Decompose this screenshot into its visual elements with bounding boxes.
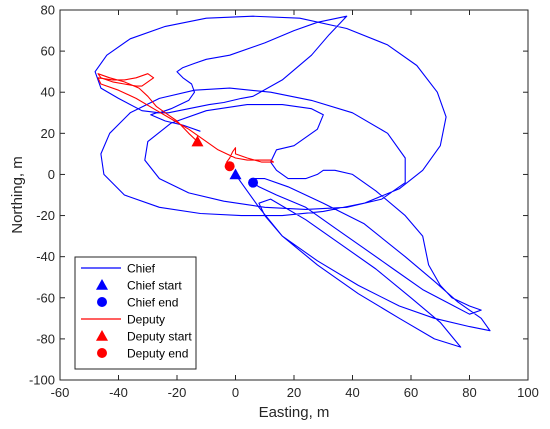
series-line-chief	[94, 15, 491, 348]
x-tick-label: 20	[287, 385, 301, 400]
series-line-deputy	[97, 73, 275, 167]
y-tick-label: 60	[41, 44, 55, 59]
y-tick-label: -60	[36, 290, 55, 305]
legend-label: Chief end	[127, 296, 178, 310]
marker-chief-end	[248, 177, 259, 188]
legend-label: Chief start	[127, 279, 182, 293]
y-tick-label: 40	[41, 85, 55, 100]
x-axis-label: Easting, m	[259, 404, 330, 421]
marker-deputy-end	[224, 161, 235, 172]
x-tick-label: 100	[517, 385, 539, 400]
legend-box	[74, 256, 197, 370]
marker-chief-start	[229, 168, 242, 180]
legend: Chief Chief start Chief end Deputy Deputy st…	[74, 256, 197, 370]
y-tick-label: -80	[36, 331, 55, 346]
x-tick-label: 80	[462, 385, 476, 400]
plot-area	[94, 15, 491, 348]
legend-marker-swatch	[97, 348, 107, 358]
legend-label: Deputy	[127, 313, 165, 327]
y-tick-label: -40	[36, 249, 55, 264]
legend-label: Deputy start	[127, 330, 192, 344]
legend-label: Deputy end	[127, 347, 188, 361]
legend-marker-swatch	[96, 330, 108, 341]
x-tick-label: 40	[345, 385, 359, 400]
y-axis-label: Northing, m	[9, 156, 26, 234]
y-tick-label: 0	[48, 167, 55, 182]
x-tick-label: 60	[404, 385, 418, 400]
x-tick-label: -20	[168, 385, 187, 400]
x-tick-label: -60	[51, 385, 70, 400]
legend-marker-swatch	[96, 279, 108, 290]
axes: -60 -40 -20 0 20 40 60 80 100 -100 -80 -60 -40 -20 0 20…	[29, 3, 539, 401]
marker-deputy-start	[191, 135, 204, 147]
y-tick-label: -100	[29, 373, 55, 388]
x-tick-label: 0	[232, 385, 239, 400]
y-tick-label: 80	[41, 3, 55, 18]
legend-label: Chief	[127, 262, 156, 276]
y-tick-label: 20	[41, 126, 55, 141]
y-tick-label: -20	[36, 208, 55, 223]
legend-marker-swatch	[97, 297, 107, 307]
x-tick-label: -40	[109, 385, 128, 400]
